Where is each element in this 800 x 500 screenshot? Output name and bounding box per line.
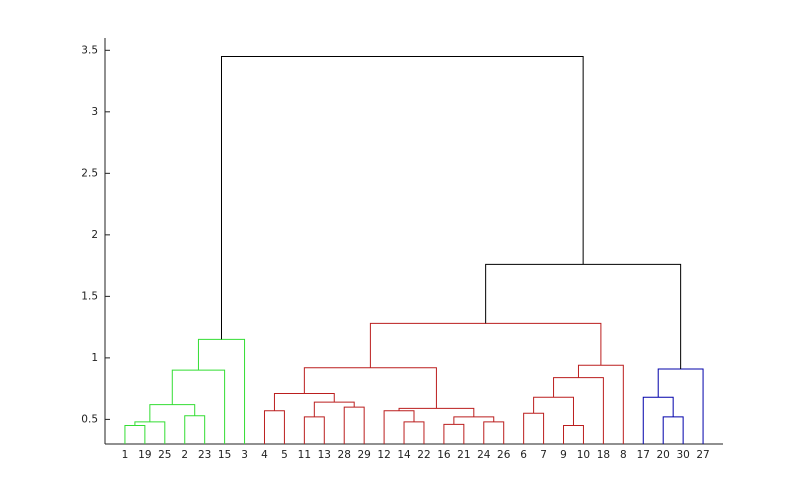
leaf-label: 28 xyxy=(338,449,351,461)
dendrogram-link xyxy=(313,401,355,417)
leaf-label: 6 xyxy=(520,449,527,461)
y-tick-label: 3.5 xyxy=(81,44,98,56)
leaf-label: 24 xyxy=(477,449,491,461)
leaf-label: 11 xyxy=(298,449,311,461)
dendrogram-link xyxy=(657,368,704,444)
leaf-label: 15 xyxy=(218,449,231,461)
leaf-label: 30 xyxy=(676,449,689,461)
leaf-label: 2 xyxy=(181,449,188,461)
leaf-label: 26 xyxy=(497,449,511,461)
leaf-label: 21 xyxy=(457,449,470,461)
dendrogram-link xyxy=(273,393,335,411)
leaf-label: 8 xyxy=(620,449,627,461)
dendrogram-link xyxy=(553,377,604,444)
dendrogram-link xyxy=(483,421,505,444)
leaf-label: 7 xyxy=(540,449,547,461)
y-tick-label: 1.5 xyxy=(81,290,98,302)
leaf-label: 16 xyxy=(437,449,451,461)
leaf-label: 4 xyxy=(261,449,268,461)
leaf-label: 9 xyxy=(560,449,567,461)
dendrogram-link xyxy=(485,263,682,369)
leaf-label: 18 xyxy=(597,449,610,461)
y-tick-label: 1 xyxy=(91,352,98,364)
dendrogram-link xyxy=(171,369,226,444)
leaf-label: 22 xyxy=(417,449,430,461)
leaf-label: 17 xyxy=(637,449,650,461)
leaf-label: 13 xyxy=(318,449,331,461)
leaf-label: 5 xyxy=(281,449,288,461)
leaf-label: 20 xyxy=(657,449,670,461)
y-tick-label: 2 xyxy=(91,229,98,241)
dendrogram-link xyxy=(263,410,285,444)
leaf-label: 12 xyxy=(377,449,390,461)
leaf-label: 10 xyxy=(577,449,590,461)
y-tick-label: 2.5 xyxy=(81,167,98,179)
leaf-label: 29 xyxy=(357,449,370,461)
leaf-label: 27 xyxy=(696,449,709,461)
y-tick-label: 0.5 xyxy=(81,413,98,425)
dendrogram-link xyxy=(134,421,166,444)
dendrogram-link xyxy=(577,364,624,444)
y-tick-label: 3 xyxy=(91,106,98,118)
leaf-label: 25 xyxy=(158,449,171,461)
dendrogram-link xyxy=(220,55,584,340)
dendrogram-link xyxy=(383,410,415,444)
leaf-label: 1 xyxy=(122,449,129,461)
leaf-label: 23 xyxy=(198,449,211,461)
dendrogram-link xyxy=(343,406,365,444)
dendrogram-link xyxy=(403,421,425,444)
leaf-label: 3 xyxy=(241,449,248,461)
leaf-label: 19 xyxy=(138,449,151,461)
leaf-label: 14 xyxy=(397,449,411,461)
